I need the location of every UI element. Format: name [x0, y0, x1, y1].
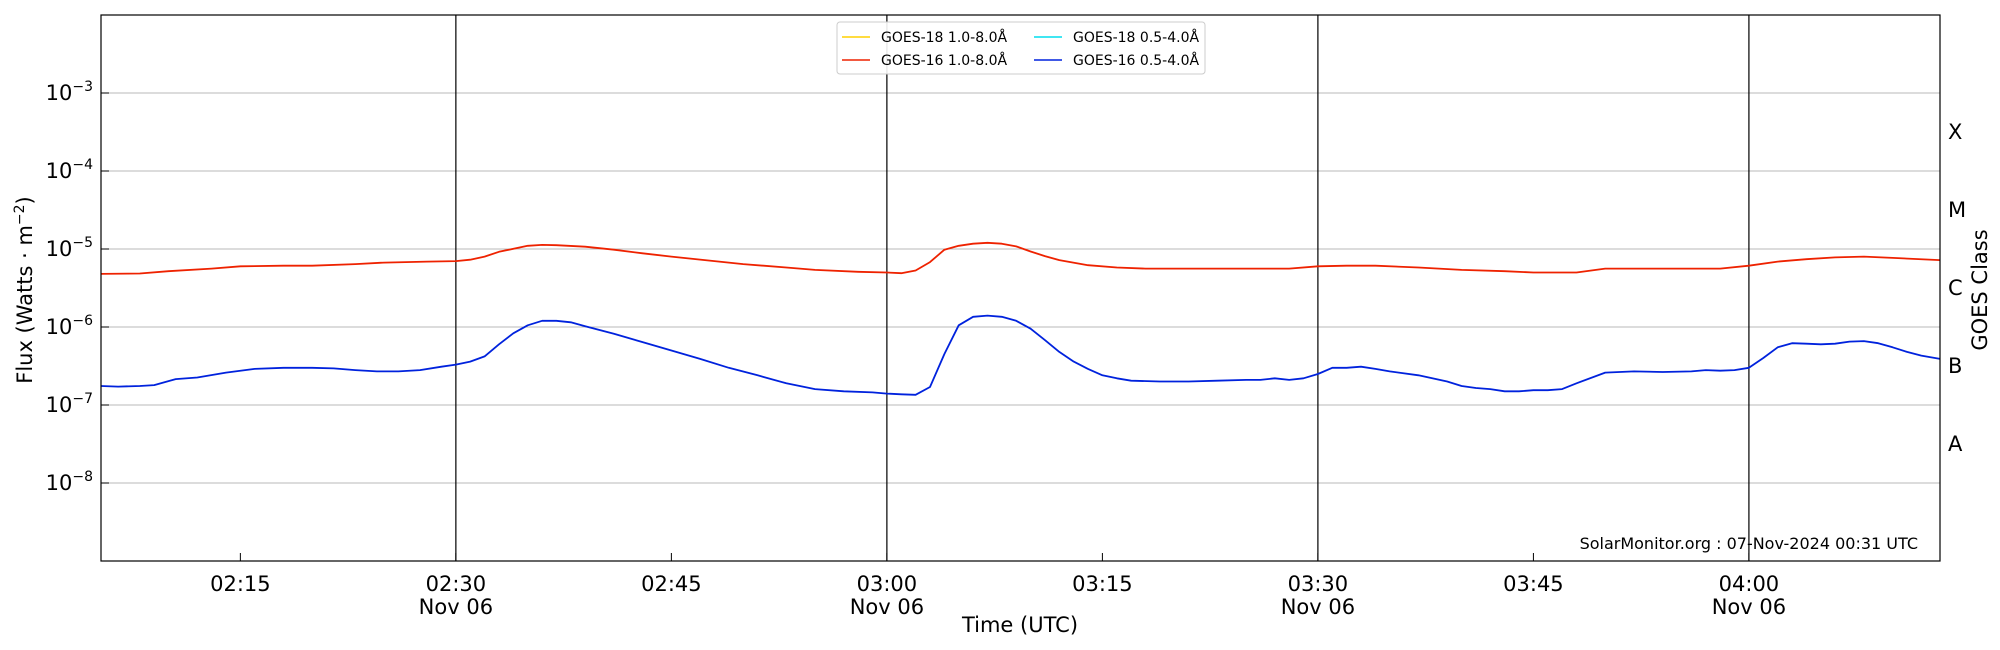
goes-class-label: M [1948, 198, 1966, 222]
legend-label-goes16-long: GOES-16 1.0-8.0Å [881, 52, 1007, 69]
series-line-goes-16-long [100, 241, 1941, 275]
legend-label-goes18-long: GOES-18 1.0-8.0Å [881, 29, 1007, 46]
x-tick-date-label: Nov 06 [1712, 595, 1786, 619]
goes-class-axis-title: GOES Class [1968, 229, 1992, 350]
footer-credit: SolarMonitor.org : 07-Nov-2024 00:31 UTC [1580, 534, 1918, 553]
goes-class-label: C [1948, 276, 1963, 300]
y-tick-label: 10−3 [46, 79, 93, 105]
x-tick-date-label: Nov 06 [419, 595, 493, 619]
legend-label-goes18-short: GOES-18 0.5-4.0Å [1073, 29, 1199, 46]
x-tick-label: 04:00 [1719, 572, 1780, 596]
y-tick-label: 10−7 [46, 391, 93, 417]
x-tick-label: 02:15 [210, 572, 271, 596]
y-tick-label: 10−4 [46, 157, 93, 183]
x-tick-label: 03:00 [857, 572, 918, 596]
x-tick-label: 02:45 [641, 572, 702, 596]
legend-box [836, 21, 1206, 75]
x-tick-label: 02:30 [426, 572, 487, 596]
x-axis-title: Time (UTC) [961, 613, 1078, 637]
y-tick-label: 10−6 [46, 313, 93, 339]
legend-label-goes16-short: GOES-16 0.5-4.0Å [1073, 52, 1199, 69]
goes-class-label: A [1948, 432, 1963, 456]
y-axis-title: Flux (Watts · m−2) [12, 196, 37, 384]
y-tick-label: 10−5 [46, 235, 93, 261]
y-tick-label: 10−8 [46, 469, 93, 495]
plot-frame [100, 14, 1941, 562]
x-tick-label: 03:30 [1288, 572, 1349, 596]
legend: GOES-18 1.0-8.0Å GOES-16 1.0-8.0Å GOES-1… [836, 21, 1206, 75]
x-tick-label: 03:45 [1503, 572, 1564, 596]
x-tick-date-label: Nov 06 [1281, 595, 1355, 619]
goes-class-label: B [1948, 354, 1962, 378]
series-line-goes-16-short [100, 314, 1941, 396]
x-tick-label: 03:15 [1072, 572, 1133, 596]
goes-class-label: X [1948, 120, 1962, 144]
x-tick-date-label: Nov 06 [850, 595, 924, 619]
